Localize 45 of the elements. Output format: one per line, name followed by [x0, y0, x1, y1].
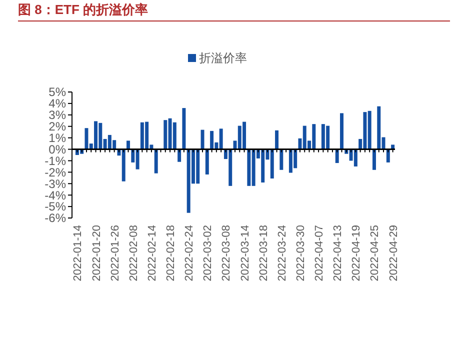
x-tick-label: 2022-02-14	[146, 225, 158, 282]
bar	[126, 140, 130, 150]
x-tick-label: 2022-04-07	[314, 225, 326, 282]
y-tick-label: -4%	[44, 188, 66, 202]
x-tick-label: 2022-02-24	[184, 225, 196, 282]
x-tick-label: 2022-04-19	[350, 225, 363, 282]
bar	[335, 149, 339, 164]
y-tick-label: 3%	[48, 108, 66, 122]
bar	[210, 130, 214, 150]
legend-label: 折溢价率	[199, 51, 247, 65]
x-tick-label: 2022-04-25	[369, 225, 382, 282]
x-tick-label: 2022-03-24	[276, 225, 288, 282]
y-tick-label: -2%	[44, 165, 66, 180]
bar	[386, 149, 390, 162]
y-tick-label: -5%	[44, 200, 66, 214]
bar	[205, 149, 209, 174]
bar	[372, 149, 376, 170]
bar	[354, 149, 358, 166]
x-tick-label: 2022-01-20	[90, 225, 103, 282]
x-tick-label: 2022-04-29	[388, 225, 400, 282]
x-tick-label: 2022-03-18	[258, 225, 270, 282]
y-tick-label: -3%	[44, 176, 66, 191]
bar	[200, 130, 204, 150]
y-tick-label: -1%	[44, 154, 66, 168]
bar	[172, 122, 176, 150]
x-tick-label: 2022-01-26	[109, 225, 122, 282]
bar	[178, 149, 182, 162]
x-tick-label: 2022-04-13	[332, 225, 344, 282]
x-tick-label: 2022-03-30	[294, 225, 307, 282]
y-tick-label: -6%	[44, 211, 66, 226]
bar	[280, 149, 284, 170]
chart-title: 图 8：ETF 的折溢价率	[18, 2, 148, 17]
x-tick-label: 2022-02-08	[128, 225, 140, 282]
y-tick-label: 5%	[48, 85, 66, 100]
y-tick-label: 2%	[48, 120, 66, 134]
x-tick-label: 2022-01-14	[72, 225, 84, 282]
bar	[275, 130, 279, 150]
bar	[340, 113, 344, 150]
x-tick-label: 2022-02-18	[165, 225, 178, 282]
bar	[182, 108, 186, 150]
y-tick-label: 4%	[48, 96, 66, 111]
x-tick-label: 2022-03-14	[239, 225, 252, 282]
x-tick-label: 2022-03-02	[202, 225, 214, 282]
bar	[154, 149, 158, 174]
x-tick-label: 2022-03-08	[220, 225, 233, 282]
